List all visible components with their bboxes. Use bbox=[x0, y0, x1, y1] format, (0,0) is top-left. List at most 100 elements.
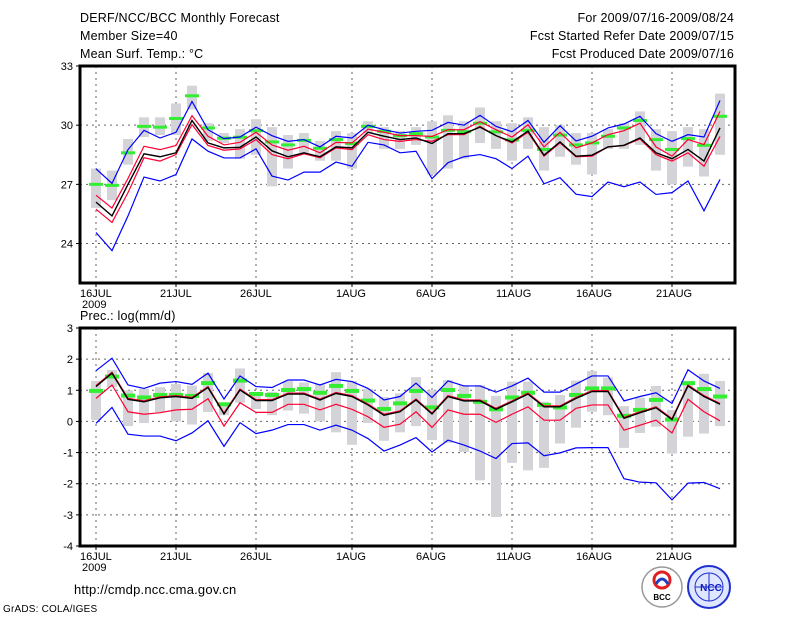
reference-mark bbox=[505, 395, 519, 400]
range-bar bbox=[411, 377, 421, 427]
x-tick-label: 1AUG bbox=[336, 551, 366, 563]
range-bar bbox=[523, 381, 533, 471]
reference-mark bbox=[249, 129, 263, 133]
range-bar bbox=[187, 385, 197, 425]
reference-mark bbox=[697, 387, 711, 392]
reference-mark bbox=[105, 374, 119, 379]
reference-mark bbox=[617, 413, 631, 418]
x-tick-label: 26JUL bbox=[240, 288, 272, 300]
x-tick-label: 26JUL bbox=[240, 551, 272, 563]
reference-mark bbox=[233, 378, 247, 383]
produced-date: Fcst Produced Date 2009/07/16 bbox=[551, 47, 734, 61]
range-bar bbox=[171, 384, 181, 422]
reference-mark bbox=[713, 394, 727, 399]
x-tick-label: 16JUL bbox=[80, 551, 112, 563]
x-tick-label: 11AUG bbox=[496, 551, 531, 563]
reference-mark bbox=[649, 138, 663, 142]
y-tick-label: -3 bbox=[63, 510, 73, 522]
x-tick-label: 6AUG bbox=[416, 551, 446, 563]
max-line bbox=[95, 357, 721, 405]
range-bar bbox=[155, 387, 165, 413]
start-date: Fcst Started Refer Date 2009/07/15 bbox=[529, 29, 734, 43]
source-url[interactable]: http://cmdp.ncc.cma.gov.cn bbox=[74, 582, 237, 597]
reference-mark bbox=[329, 383, 343, 388]
x-tick-label: 1AUG bbox=[336, 288, 366, 300]
range-bar bbox=[203, 123, 213, 141]
range-bar bbox=[667, 131, 677, 185]
range-bar bbox=[475, 384, 485, 481]
reference-mark bbox=[697, 143, 711, 147]
range-bar bbox=[235, 368, 245, 403]
reference-mark bbox=[137, 124, 151, 128]
reference-mark bbox=[473, 399, 487, 404]
range-bar bbox=[571, 380, 581, 428]
reference-mark bbox=[473, 121, 487, 125]
range-bar bbox=[139, 388, 149, 423]
range-bar bbox=[683, 127, 693, 167]
reference-mark bbox=[409, 388, 423, 393]
reference-mark bbox=[681, 381, 695, 386]
reference-mark bbox=[377, 406, 391, 411]
range-bar bbox=[651, 129, 661, 171]
reference-mark bbox=[281, 143, 295, 147]
reference-mark bbox=[297, 387, 311, 392]
y-tick-label: 0 bbox=[67, 416, 73, 428]
range-bar bbox=[91, 380, 101, 420]
reference-mark bbox=[457, 393, 471, 398]
y-tick-label: 1 bbox=[67, 385, 73, 397]
range-bar bbox=[683, 380, 693, 437]
range-bar bbox=[283, 135, 293, 169]
grads-credit: GrADS: COLA/IGES bbox=[3, 604, 98, 615]
range-bar bbox=[427, 390, 437, 441]
y-tick-label: -2 bbox=[63, 479, 73, 491]
reference-mark bbox=[425, 405, 439, 410]
range-bar bbox=[427, 121, 437, 175]
forecast-title: DERF/NCC/BCC Monthly Forecast bbox=[80, 11, 280, 25]
reference-mark bbox=[393, 401, 407, 406]
range-bar bbox=[539, 401, 549, 468]
range-bar bbox=[619, 406, 629, 448]
range-bar bbox=[283, 380, 293, 411]
range-bar bbox=[347, 380, 357, 445]
range-bar bbox=[331, 131, 341, 161]
reference-mark bbox=[489, 130, 503, 134]
reference-mark bbox=[169, 116, 183, 120]
reference-mark bbox=[201, 381, 215, 386]
y-tick-label: 33 bbox=[61, 61, 73, 73]
ensemble-mean-line bbox=[95, 119, 721, 218]
reference-mark bbox=[265, 140, 279, 144]
x-tick-year: 2009 bbox=[82, 299, 106, 311]
y-tick-label: -4 bbox=[63, 541, 73, 553]
range-bar bbox=[315, 140, 325, 161]
reference-mark bbox=[153, 392, 167, 397]
reference-mark bbox=[153, 125, 167, 129]
member-size: Member Size=40 bbox=[80, 29, 178, 43]
reference-mark bbox=[537, 147, 551, 151]
y-tick-label: 30 bbox=[61, 120, 73, 132]
range-bar bbox=[715, 93, 725, 155]
range-bar bbox=[699, 129, 709, 177]
reference-mark bbox=[665, 147, 679, 151]
reference-mark bbox=[361, 398, 375, 403]
reference-mark bbox=[313, 390, 327, 395]
x-tick-label: 21JUL bbox=[160, 288, 192, 300]
range-bar bbox=[267, 391, 277, 416]
min-line bbox=[95, 406, 721, 501]
range-bar bbox=[491, 395, 501, 518]
reference-mark bbox=[121, 151, 135, 155]
reference-mark bbox=[185, 393, 199, 398]
range-bar bbox=[379, 127, 389, 149]
reference-mark bbox=[457, 130, 471, 134]
lower-spread-line bbox=[95, 384, 721, 434]
range-bar bbox=[331, 372, 341, 433]
reference-mark bbox=[361, 124, 375, 128]
range-bar bbox=[203, 373, 213, 413]
reference-mark bbox=[297, 138, 311, 142]
reference-mark bbox=[633, 118, 647, 122]
reference-mark bbox=[105, 183, 119, 187]
range-bar bbox=[299, 133, 309, 153]
reference-mark bbox=[345, 388, 359, 393]
x-tick-year: 2009 bbox=[82, 562, 106, 574]
